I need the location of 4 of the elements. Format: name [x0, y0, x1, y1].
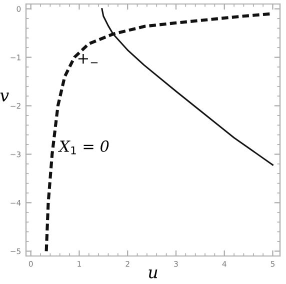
y-axis-title: v [0, 92, 9, 102]
annotation: X$_{1}$ = 0 [58, 140, 109, 154]
x-axis-title: u [148, 269, 158, 278]
annotation: +$_{−}$ [78, 54, 98, 64]
